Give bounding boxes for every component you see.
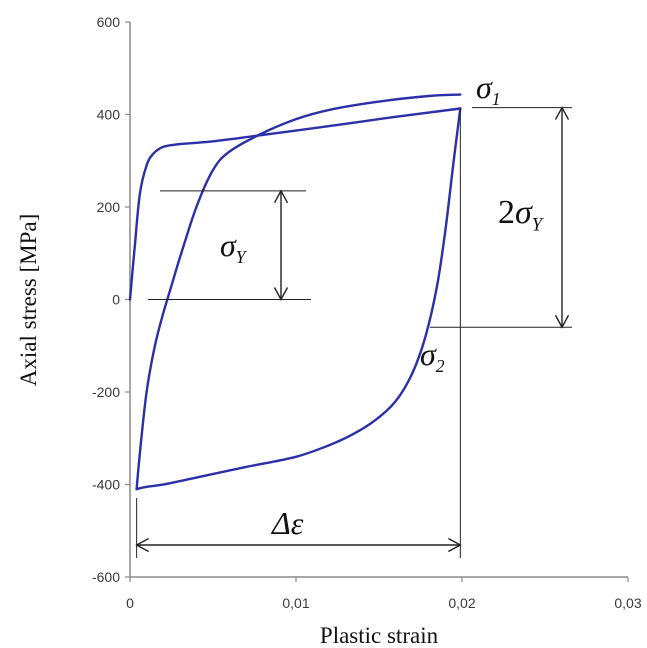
annotations: σY 2σY σ1 σ2 Δε <box>135 69 572 558</box>
two-sigma-y-arrow-head-bottom <box>554 314 570 329</box>
series-line-3 <box>135 93 462 491</box>
sigma-y-label: σY <box>220 227 248 267</box>
hysteresis-curves <box>128 93 462 491</box>
x-tick-label: 0 <box>126 595 134 611</box>
y-tick-label: 400 <box>97 107 121 123</box>
two-sigma-y-arrow-head-top <box>554 106 570 120</box>
sigma-2-label: σ2 <box>420 336 445 376</box>
y-axis-ticks: 600 400 200 0 -200 -400 -600 <box>92 14 130 585</box>
x-axis-title: Plastic strain <box>320 623 439 648</box>
sigma-y-arrow-head-bottom <box>273 287 289 301</box>
series-line-2 <box>135 107 462 491</box>
sigma-y-arrow-head-top <box>273 189 289 204</box>
delta-epsilon-label: Δε <box>270 505 304 541</box>
two-sigma-y-label: 2σY <box>498 194 545 235</box>
y-tick-label: -200 <box>92 384 120 400</box>
strain-arrow-head-right <box>448 537 462 553</box>
x-axis-ticks: 0 0,01 0,02 0,03 <box>126 577 642 611</box>
sigma-1-label: σ1 <box>476 69 501 109</box>
series-line-1 <box>128 107 462 301</box>
y-axis-title: Axial stress [MPa] <box>16 214 41 386</box>
x-tick-label: 0,02 <box>448 595 475 611</box>
y-tick-label: 200 <box>97 199 121 215</box>
y-tick-label: 600 <box>97 14 121 30</box>
strain-arrow-head-left <box>135 537 149 553</box>
y-tick-label: -400 <box>92 477 120 493</box>
y-tick-label: -600 <box>92 569 120 585</box>
x-tick-label: 0,03 <box>614 595 641 611</box>
x-tick-label: 0,01 <box>282 595 309 611</box>
y-tick-label: 0 <box>112 292 120 308</box>
